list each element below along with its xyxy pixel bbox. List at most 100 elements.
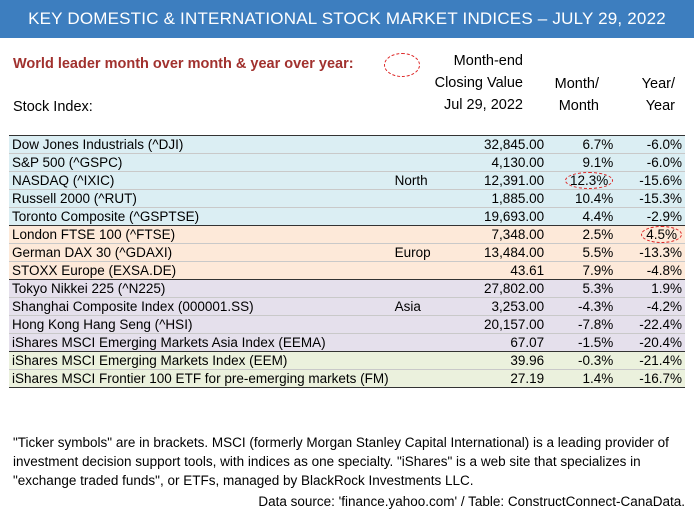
table-row: iShares MSCI Frontier 100 ETF for pre-em… [9, 369, 685, 388]
header-year-line1: Year/ [641, 76, 675, 92]
closing-value: 27.19 [510, 371, 545, 386]
month-change-cell: -7.8% [547, 315, 617, 334]
year-change-cell: 1.9% [616, 279, 685, 298]
data-source: Data source: 'finance.yahoo.com' / Table… [258, 494, 685, 509]
month-change-cell: 1.4% [547, 369, 617, 388]
closing-value-cell: 4,130.00 [458, 153, 548, 172]
region-label-cell [391, 369, 459, 388]
year-change-cell: -4.8% [616, 261, 685, 280]
region-label-cell [391, 351, 459, 370]
month-change-cell: 5.5% [547, 243, 617, 262]
year-change: -15.6% [639, 173, 682, 188]
header-year-line2: Year [645, 98, 675, 114]
header-close-line1: Month-end [453, 53, 523, 69]
region-label-cell [391, 279, 459, 298]
subtitle: World leader month over month & year ove… [13, 56, 354, 72]
index-name-cell: iShares MSCI Emerging Markets Index (EEM… [9, 351, 392, 370]
year-change: -22.4% [639, 317, 682, 332]
region-label-cell [391, 189, 459, 208]
closing-value-cell: 43.61 [458, 261, 548, 280]
month-change: -1.5% [577, 335, 614, 350]
closing-value: 12,391.00 [484, 173, 545, 188]
index-name: STOXX Europe (EXSA.DE) [12, 263, 177, 278]
table-row: STOXX Europe (EXSA.DE) 43.61 7.9% -4.8% [9, 261, 685, 280]
region-label-cell [391, 225, 459, 244]
year-change-cell: -6.0% [616, 135, 685, 154]
month-change: 10.4% [574, 191, 614, 206]
table-row: Russell 2000 (^RUT) 1,885.00 10.4% -15.3% [9, 189, 685, 208]
region-label-cell [391, 135, 459, 154]
index-name-cell: Shanghai Composite Index (000001.SS) [9, 297, 392, 316]
indices-table: Dow Jones Industrials (^DJI) 32,845.00 6.7… [9, 135, 685, 388]
closing-value: 19,693.00 [484, 209, 545, 224]
year-change: 1.9% [651, 281, 682, 296]
index-name: Dow Jones Industrials (^DJI) [12, 137, 184, 152]
index-name-cell: S&P 500 (^GSPC) [9, 153, 392, 172]
header-month-line1: Month/ [554, 76, 599, 92]
year-change-cell: -20.4% [616, 333, 685, 352]
year-change-cell: -6.0% [616, 153, 685, 172]
index-name: iShares MSCI Emerging Markets Index (EEM… [12, 353, 288, 368]
leader-legend-circle [384, 53, 420, 77]
month-change-cell: 5.3% [547, 279, 617, 298]
year-change: -2.9% [646, 209, 682, 224]
year-change: -20.4% [639, 335, 682, 350]
month-change-cell: -0.3% [547, 351, 617, 370]
table-row: iShares MSCI Emerging Markets Asia Index… [9, 333, 685, 352]
closing-value: 7,348.00 [491, 227, 545, 242]
closing-value-cell: 39.96 [458, 351, 548, 370]
header-stock-index: Stock Index: [13, 99, 93, 115]
table-row: Toronto Composite (^GSPTSE) 19,693.00 4.4%… [9, 207, 685, 226]
month-change-cell: -1.5% [547, 333, 617, 352]
index-name: iShares MSCI Emerging Markets Asia Index… [12, 335, 326, 350]
region-label-cell [391, 153, 459, 172]
closing-value-cell: 27,802.00 [458, 279, 548, 298]
region-label-cell: North [391, 171, 459, 190]
table-row: German DAX 30 (^GDAXI) Europ 13,484.00 5.5%… [9, 243, 685, 262]
closing-value-cell: 12,391.00 [458, 171, 548, 190]
index-name-cell: iShares MSCI Emerging Markets Asia Index… [9, 333, 392, 352]
closing-value-cell: 27.19 [458, 369, 548, 388]
closing-value-cell: 20,157.00 [458, 315, 548, 334]
region-label: Asia [394, 299, 421, 314]
month-change-cell: 2.5% [547, 225, 617, 244]
index-name: NASDAQ (^IXIC) [12, 173, 115, 188]
region-label-cell: Asia [391, 297, 459, 316]
table-row: S&P 500 (^GSPC) 4,130.00 9.1% -6.0% [9, 153, 685, 172]
closing-value-cell: 7,348.00 [458, 225, 548, 244]
month-change-cell: 4.4% [547, 207, 617, 226]
month-change: 4.4% [582, 209, 614, 224]
closing-value: 3,253.00 [491, 299, 545, 314]
header-month: Month/ Month [540, 73, 599, 117]
month-change: 9.1% [582, 155, 614, 170]
month-change: -7.8% [577, 317, 614, 332]
year-change: -21.4% [639, 353, 682, 368]
closing-value: 32,845.00 [484, 137, 545, 152]
month-change-cell: 6.7% [547, 135, 617, 154]
table-row: iShares MSCI Emerging Markets Index (EEM… [9, 351, 685, 370]
year-change: -16.7% [639, 371, 682, 386]
closing-value-cell: 19,693.00 [458, 207, 548, 226]
table-row: NASDAQ (^IXIC) North 12,391.00 12.3% -15.6% [9, 171, 685, 190]
index-name-cell: Hong Kong Hang Seng (^HSI) [9, 315, 392, 334]
year-change: -15.3% [639, 191, 682, 206]
index-name-cell: German DAX 30 (^GDAXI) [9, 243, 392, 262]
closing-value: 4,130.00 [491, 155, 545, 170]
year-change-cell: -4.2% [616, 297, 685, 316]
header-closing-value: Month-end Closing Value Jul 29, 2022 [420, 50, 523, 116]
month-change: -0.3% [577, 353, 614, 368]
region-label-cell [391, 207, 459, 226]
closing-value: 43.61 [510, 263, 545, 278]
closing-value: 67.07 [510, 335, 545, 350]
month-change-cell: -4.3% [547, 297, 617, 316]
year-change-cell: -21.4% [616, 351, 685, 370]
closing-value-cell: 13,484.00 [458, 243, 548, 262]
month-change: 6.7% [582, 137, 614, 152]
closing-value-cell: 1,885.00 [458, 189, 548, 208]
closing-value: 39.96 [510, 353, 545, 368]
month-change-cell: 12.3% [547, 171, 617, 190]
month-change-cell: 7.9% [547, 261, 617, 280]
footnote: "Ticker symbols" are in brackets. MSCI (… [13, 435, 669, 488]
month-change: -4.3% [577, 299, 614, 314]
region-label-cell [391, 261, 459, 280]
